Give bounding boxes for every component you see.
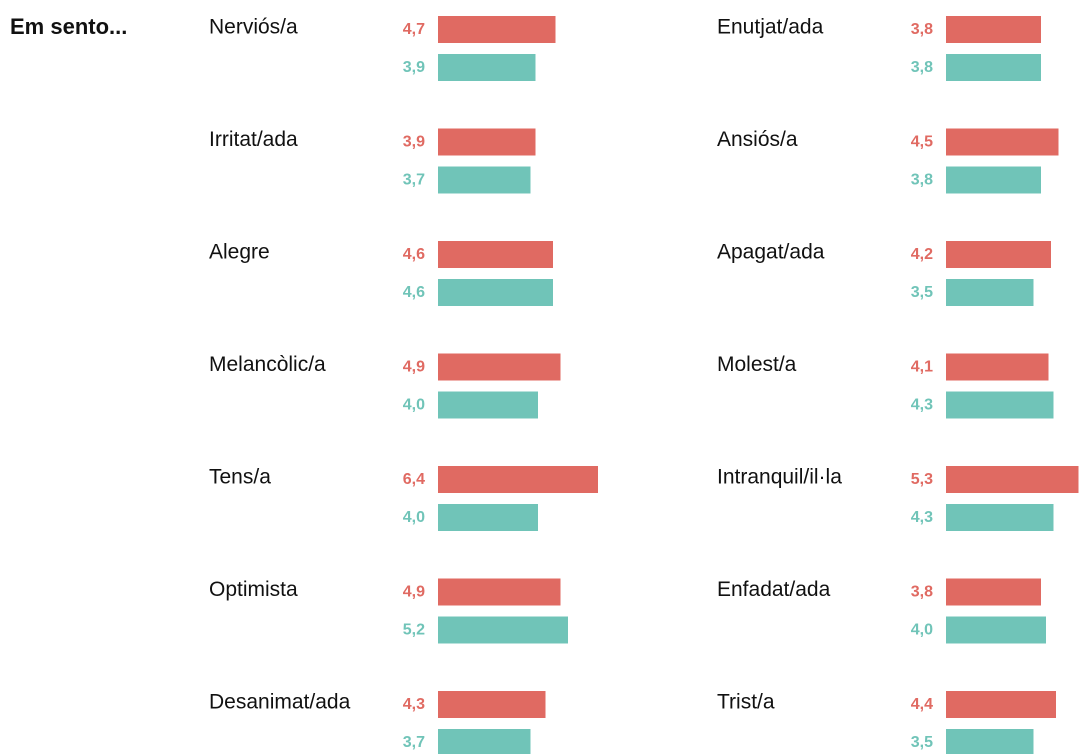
value-label: 4,3 [403, 696, 425, 713]
bar [438, 241, 553, 268]
category-label: Tens/a [209, 466, 271, 489]
bar [946, 578, 1041, 606]
value-label: 3,9 [403, 134, 425, 151]
value-label: 4,2 [911, 246, 933, 263]
category-label: Ansiós/a [717, 128, 798, 151]
value-label: 3,5 [911, 734, 933, 751]
bar [946, 504, 1054, 531]
category-label: Trist/a [717, 691, 775, 714]
bar [438, 691, 546, 718]
bar [946, 279, 1034, 306]
bar [438, 279, 553, 306]
value-label: 4,0 [403, 397, 425, 414]
bar [946, 16, 1041, 43]
value-label: 4,5 [911, 134, 933, 151]
bar [438, 391, 538, 419]
value-label: 4,0 [403, 509, 425, 526]
value-label: 5,2 [403, 622, 425, 639]
value-label: 3,9 [403, 59, 425, 76]
bar [438, 578, 561, 606]
bar [946, 128, 1059, 156]
bar [946, 729, 1034, 754]
value-label: 4,3 [911, 509, 933, 526]
bar [946, 466, 1079, 493]
bar [438, 16, 556, 43]
category-label: Desanimat/ada [209, 691, 351, 714]
value-label: 3,8 [911, 172, 933, 189]
value-label: 3,8 [911, 21, 933, 38]
category-label: Melancòlic/a [209, 353, 326, 376]
category-label: Intranquil/il·la [717, 466, 842, 489]
bar [438, 166, 531, 194]
value-label: 3,7 [403, 172, 425, 189]
value-label: 4,9 [403, 359, 425, 376]
bar [946, 391, 1054, 419]
bar [438, 616, 568, 644]
bar [438, 729, 531, 754]
bar [946, 691, 1056, 718]
bar [438, 353, 561, 381]
category-label: Optimista [209, 578, 298, 601]
value-label: 4,7 [403, 21, 425, 38]
bar [438, 54, 536, 81]
bar [946, 241, 1051, 268]
bar [438, 466, 598, 493]
value-label: 4,1 [911, 359, 933, 376]
value-label: 6,4 [403, 471, 425, 488]
category-label: Alegre [209, 241, 270, 264]
bar [438, 504, 538, 531]
value-label: 4,9 [403, 584, 425, 601]
value-label: 4,6 [403, 284, 425, 301]
category-label: Enfadat/ada [717, 578, 831, 601]
bar [946, 166, 1041, 194]
value-label: 3,7 [403, 734, 425, 751]
chart-title: Em sento... [10, 14, 127, 39]
category-label: Irritat/ada [209, 128, 298, 151]
bar [946, 353, 1049, 381]
category-label: Enutjat/ada [717, 16, 824, 39]
value-label: 3,8 [911, 59, 933, 76]
category-label: Molest/a [717, 353, 797, 376]
value-label: 4,6 [403, 246, 425, 263]
category-label: Nerviós/a [209, 16, 298, 39]
value-label: 4,4 [911, 696, 933, 713]
category-label: Apagat/ada [717, 241, 825, 264]
bar [438, 128, 536, 156]
value-label: 3,5 [911, 284, 933, 301]
value-label: 3,8 [911, 584, 933, 601]
bar [946, 616, 1046, 644]
value-label: 4,0 [911, 622, 933, 639]
value-label: 5,3 [911, 471, 933, 488]
bar [946, 54, 1041, 81]
value-label: 4,3 [911, 397, 933, 414]
